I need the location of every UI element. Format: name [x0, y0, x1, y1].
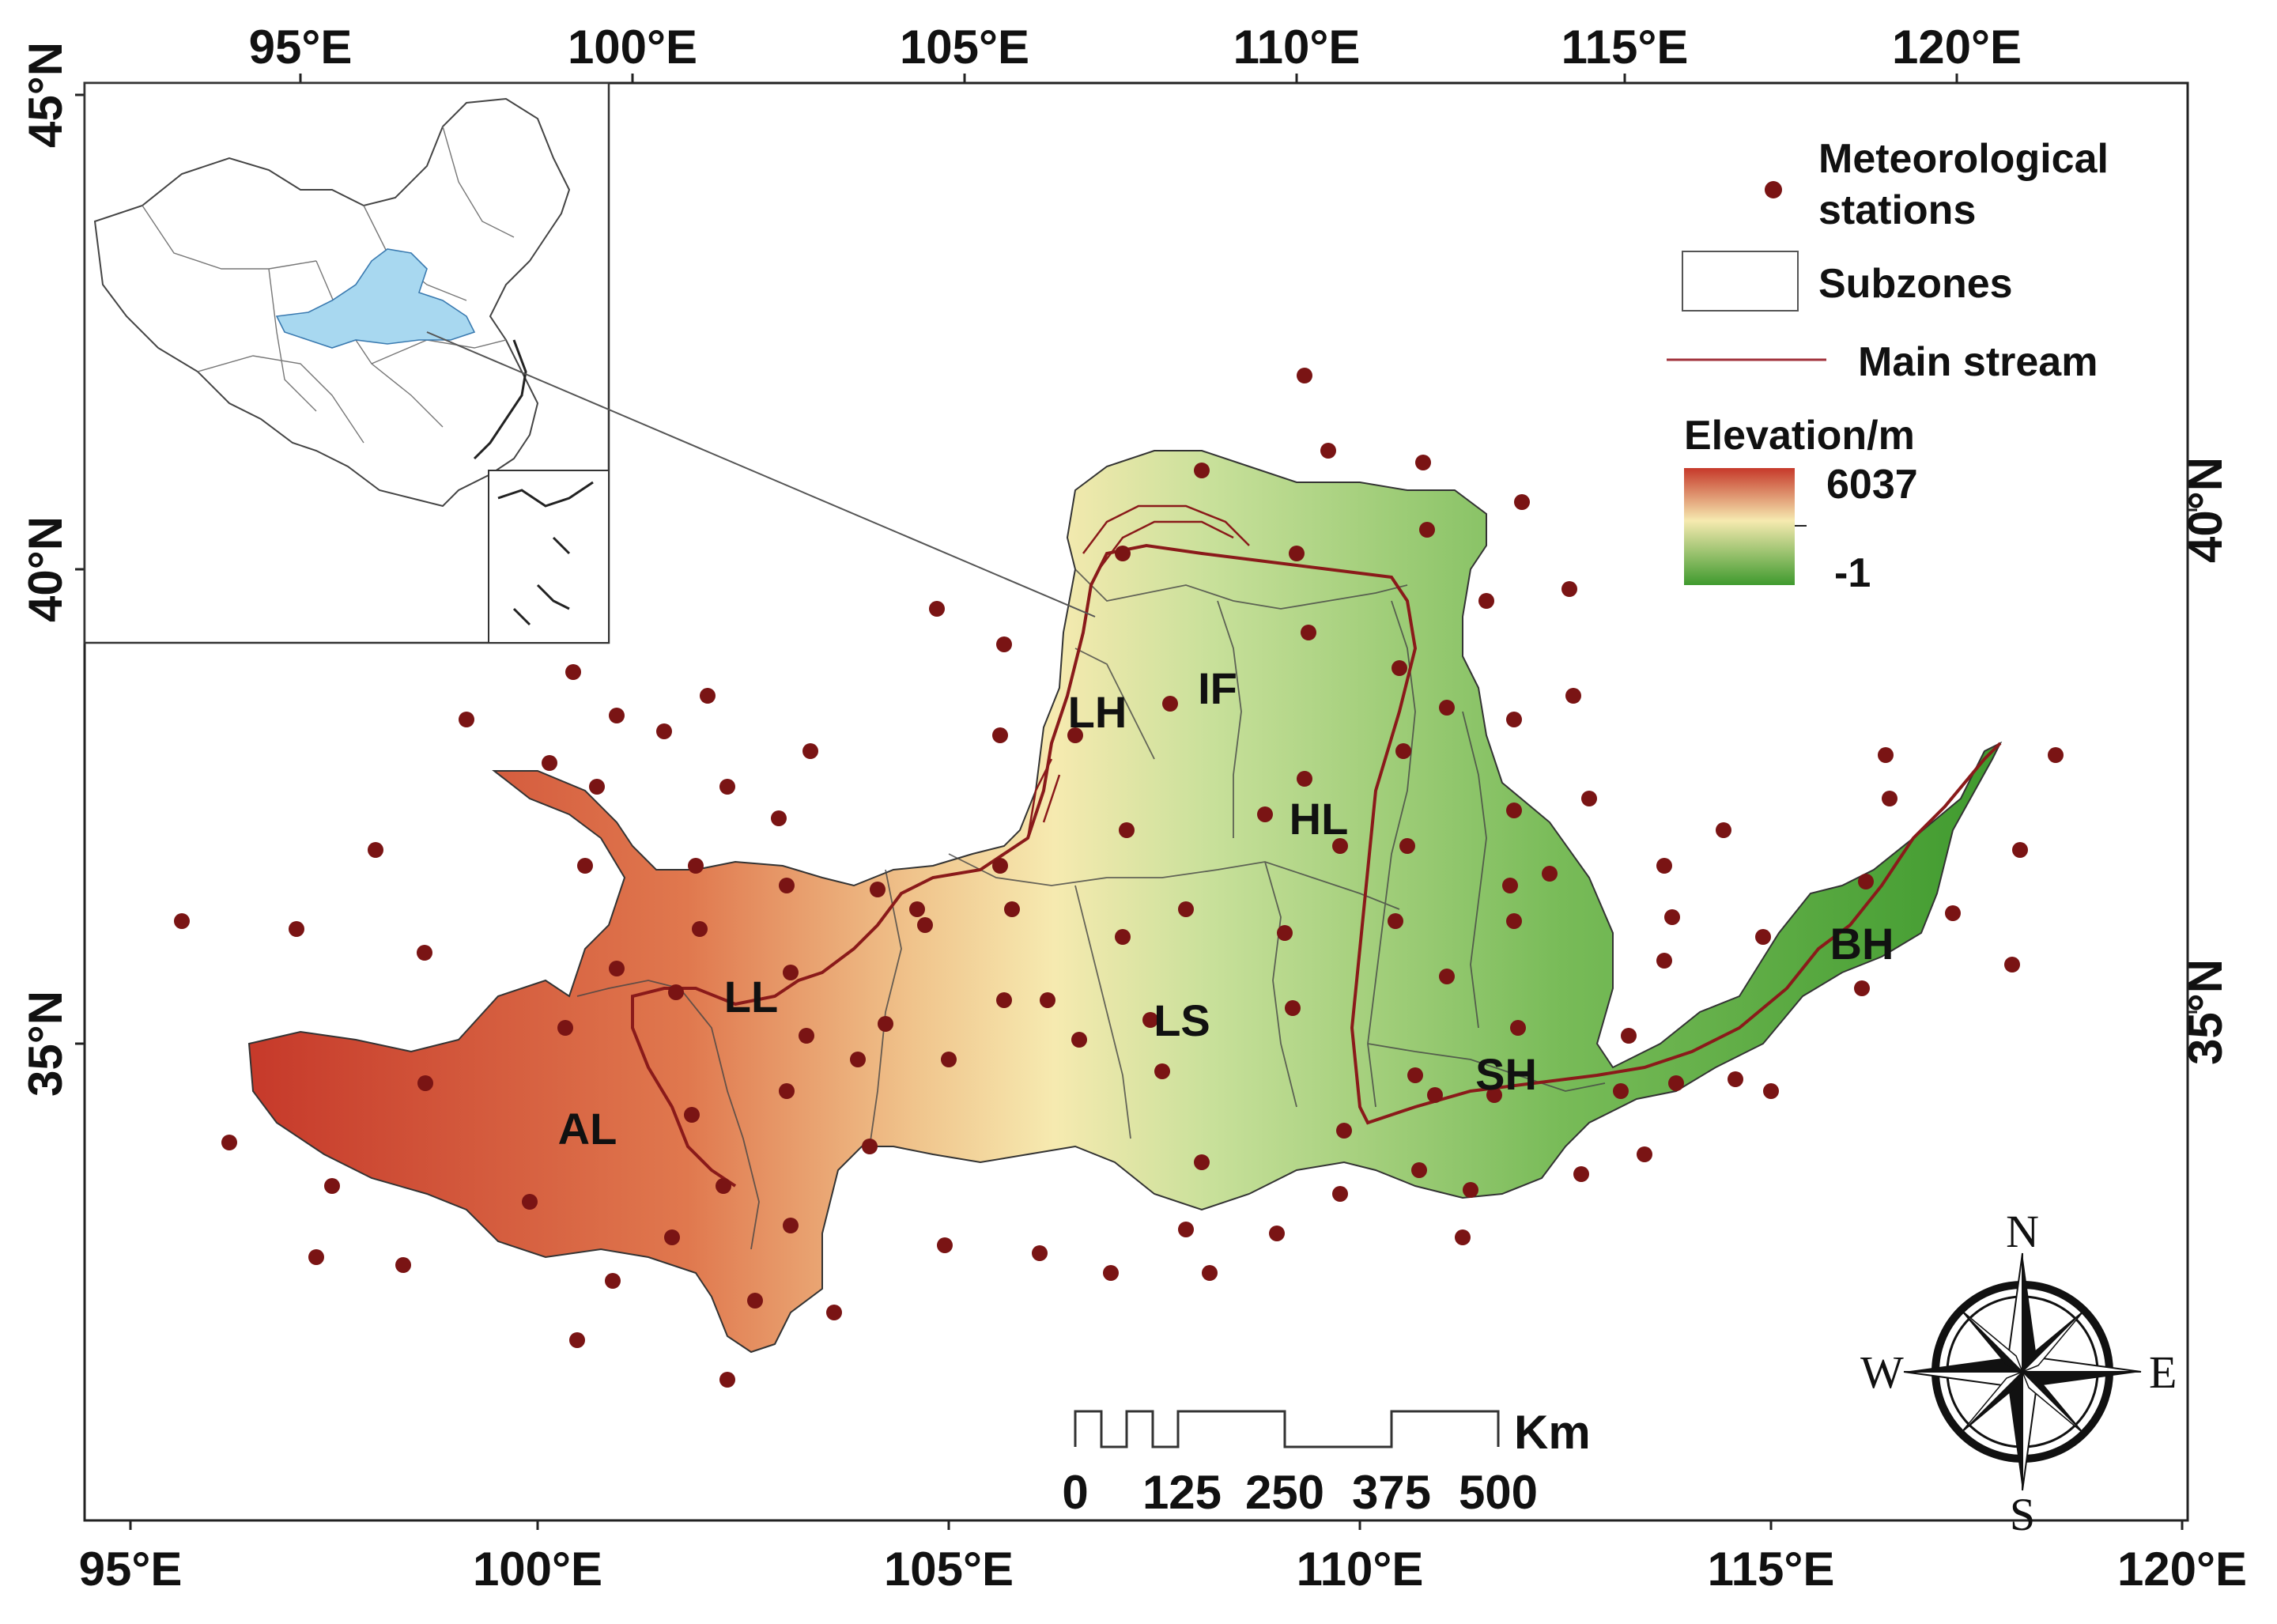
- top-lon-label: 105°E: [900, 21, 1029, 74]
- bottom-lon-label: 100°E: [473, 1543, 602, 1596]
- compass-west: W: [1860, 1346, 1904, 1398]
- top-lon-label: 115°E: [1561, 21, 1689, 74]
- legend-stations-label: Meteorological: [1818, 136, 2109, 182]
- legend-station-symbol: [1765, 181, 1782, 198]
- legend-stations-label-2: stations: [1818, 187, 1976, 233]
- bottom-lon-label: 120°E: [2117, 1543, 2247, 1596]
- bottom-lon-label: 105°E: [884, 1543, 1014, 1596]
- scale-unit: Km: [1514, 1406, 1591, 1459]
- right-lat-label: 35°N: [2179, 959, 2232, 1065]
- subzone-labels: LH IF HL LL LS AL SH BH: [558, 663, 1894, 1154]
- china-east-coast: [473, 339, 527, 460]
- zone-label-sh: SH: [1475, 1049, 1537, 1099]
- legend-elevation-title: Elevation/m: [1684, 413, 1915, 459]
- top-longitude-labels: 95°E 100°E 105°E 110°E 115°E 120°E: [249, 21, 2022, 74]
- legend-elevation-min: -1: [1834, 550, 1871, 596]
- scale-label-250: 250: [1245, 1466, 1324, 1519]
- bottom-longitude-labels: 95°E 100°E 105°E 110°E 115°E 120°E: [79, 1543, 2247, 1596]
- bottom-lon-label: 95°E: [79, 1543, 183, 1596]
- south-china-sea-coast: [497, 481, 594, 626]
- zone-label-al: AL: [558, 1104, 617, 1154]
- china-province-lines: [142, 126, 515, 444]
- inset-leader-line: [426, 331, 1096, 617]
- compass-south: S: [2010, 1489, 2035, 1540]
- main-stream: [631, 543, 2002, 1188]
- legend-subzones-label: Subzones: [1818, 261, 2013, 307]
- legend-stream-label: Main stream: [1858, 339, 2098, 385]
- bottom-lon-label: 115°E: [1708, 1543, 1835, 1596]
- zone-label-if: IF: [1198, 663, 1237, 713]
- right-lat-label: 40°N: [2179, 457, 2232, 563]
- scale-label-375: 375: [1352, 1466, 1431, 1519]
- zone-label-hl: HL: [1290, 794, 1349, 844]
- scale-label-500: 500: [1459, 1466, 1538, 1519]
- meteorological-stations: [174, 368, 2064, 1388]
- inset-basin: [275, 248, 476, 349]
- top-lon-label: 110°E: [1233, 21, 1361, 74]
- legend-elevation-max: 6037: [1826, 462, 1918, 508]
- legend-subzone-symbol: [1682, 251, 1799, 312]
- left-latitude-labels: 45°N 40°N 35°N: [19, 42, 72, 1097]
- bottom-lon-label: 110°E: [1297, 1543, 1424, 1596]
- south-china-sea-inset: [488, 470, 610, 644]
- zone-label-ls: LS: [1154, 995, 1210, 1045]
- left-lat-label: 40°N: [19, 516, 72, 622]
- zone-label-bh: BH: [1830, 919, 1894, 969]
- compass-rose-icon: N S E W: [1860, 1206, 2177, 1540]
- inset-china-map: [83, 81, 610, 644]
- top-lon-label: 100°E: [568, 21, 697, 74]
- top-lon-label: 120°E: [1892, 21, 2022, 74]
- legend-elevation-ramp: [1684, 468, 1795, 585]
- compass-north: N: [2006, 1206, 2039, 1257]
- scale-label-0: 0: [1062, 1466, 1088, 1519]
- legend: Meteorological stations Subzones Main st…: [1667, 136, 2109, 596]
- left-lat-label: 35°N: [19, 991, 72, 1097]
- scale-bar: Km 0 125 250 375 500: [1062, 1406, 1590, 1519]
- hetao-channels: [1026, 504, 1250, 839]
- zone-label-ll: LL: [724, 972, 778, 1022]
- tick-marks: [75, 74, 2197, 1530]
- scale-label-125: 125: [1142, 1466, 1222, 1519]
- compass-east: E: [2149, 1346, 2177, 1398]
- top-lon-label: 95°E: [249, 21, 353, 74]
- right-latitude-labels: 40°N 35°N: [2179, 457, 2232, 1065]
- zone-label-lh: LH: [1068, 687, 1127, 737]
- left-lat-label: 45°N: [19, 42, 72, 148]
